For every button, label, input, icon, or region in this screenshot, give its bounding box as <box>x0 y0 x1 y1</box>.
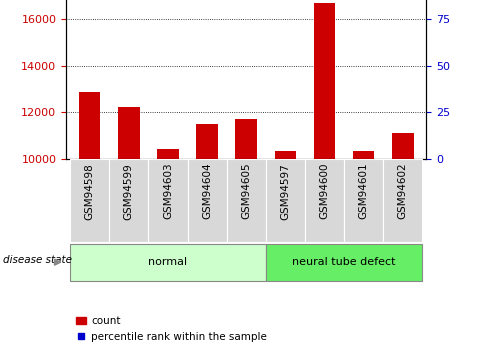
FancyBboxPatch shape <box>148 159 188 242</box>
Text: GSM94597: GSM94597 <box>280 163 291 219</box>
Bar <box>274 150 296 159</box>
Bar <box>118 107 140 159</box>
FancyBboxPatch shape <box>109 159 148 242</box>
FancyBboxPatch shape <box>305 159 344 242</box>
Legend: count, percentile rank within the sample: count, percentile rank within the sample <box>72 312 271 345</box>
FancyBboxPatch shape <box>227 159 266 242</box>
Text: GSM94598: GSM94598 <box>85 163 95 219</box>
Bar <box>157 149 179 159</box>
Text: GSM94603: GSM94603 <box>163 163 173 219</box>
Text: GSM94600: GSM94600 <box>319 163 329 219</box>
Text: GSM94602: GSM94602 <box>398 163 408 219</box>
Bar <box>314 3 335 159</box>
Bar <box>196 124 218 159</box>
Text: GSM94599: GSM94599 <box>124 163 134 219</box>
FancyBboxPatch shape <box>70 159 109 242</box>
Bar <box>79 92 100 159</box>
Text: GSM94604: GSM94604 <box>202 163 212 219</box>
Text: disease state: disease state <box>3 255 73 265</box>
FancyBboxPatch shape <box>383 159 422 242</box>
Bar <box>266 244 422 281</box>
Bar <box>353 150 374 159</box>
Text: neural tube defect: neural tube defect <box>293 257 396 267</box>
FancyBboxPatch shape <box>266 159 305 242</box>
FancyBboxPatch shape <box>188 159 227 242</box>
Bar <box>392 133 414 159</box>
Bar <box>70 244 266 281</box>
Bar <box>236 119 257 159</box>
FancyBboxPatch shape <box>344 159 383 242</box>
Text: GSM94605: GSM94605 <box>241 163 251 219</box>
Text: normal: normal <box>148 257 188 267</box>
Text: GSM94601: GSM94601 <box>359 163 368 219</box>
